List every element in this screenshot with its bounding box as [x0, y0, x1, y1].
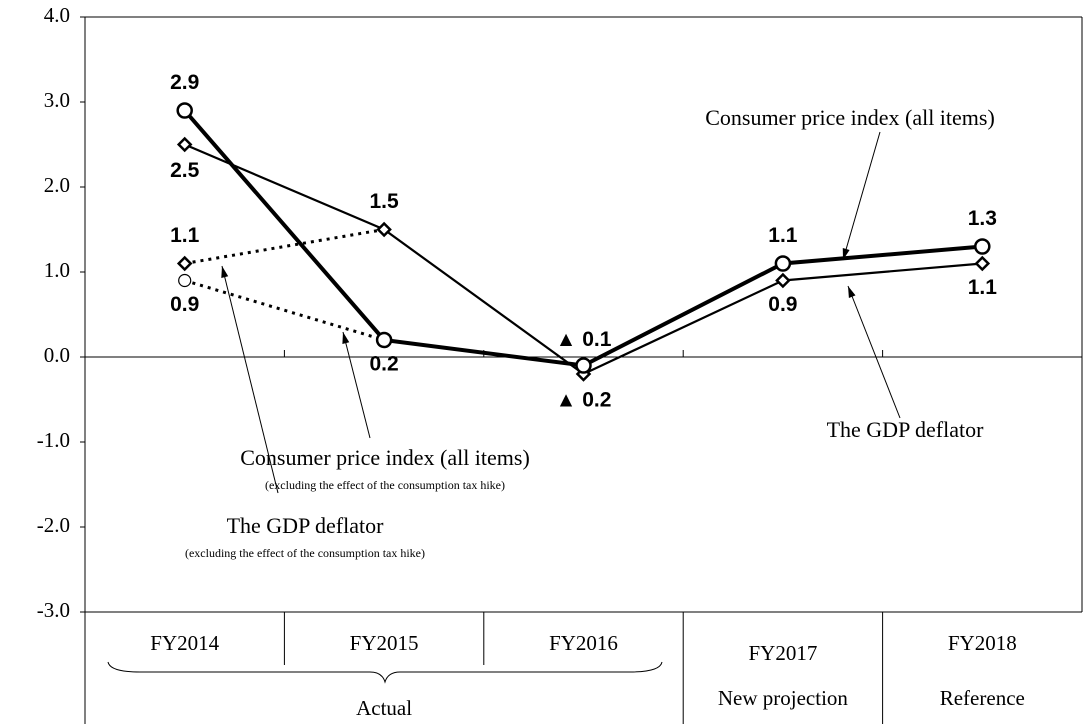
series-note: (excluding the effect of the consumption…: [185, 546, 425, 560]
point-marker: [974, 255, 991, 272]
y-tick-label: 4.0: [44, 3, 70, 27]
y-tick-label: -1.0: [37, 428, 70, 452]
annotation-arrow: [221, 265, 279, 494]
point-marker: [376, 221, 392, 238]
data-label: ▲ 0.1: [556, 328, 612, 351]
series-label: The GDP deflator: [227, 513, 384, 538]
arrow-head: [848, 286, 856, 298]
series-line: [184, 279, 385, 342]
data-label: 0.2: [369, 353, 398, 376]
point-marker: [575, 357, 592, 374]
y-tick-label: -2.0: [37, 513, 70, 537]
y-tick-label: 1.0: [44, 258, 70, 282]
data-label: ▲ 0.2: [556, 389, 612, 412]
x-tick-label: FY2014: [150, 631, 219, 655]
y-tick-label: 3.0: [44, 88, 70, 112]
series-label: Consumer price index (all items): [705, 105, 995, 130]
group-brace: [107, 661, 663, 684]
data-label: 2.9: [170, 71, 199, 94]
series-label: The GDP deflator: [827, 417, 984, 442]
annotation-arrow: [842, 131, 881, 261]
group-label: Actual: [356, 696, 412, 720]
data-label: 1.3: [968, 207, 997, 230]
annotation-arrow: [342, 331, 371, 439]
y-tick-label: 2.0: [44, 173, 70, 197]
data-label: 1.5: [369, 190, 399, 213]
annotation-arrow: [847, 285, 901, 419]
series-note: (excluding the effect of the consumption…: [265, 478, 505, 492]
group-label: Reference: [940, 686, 1025, 710]
point-marker: [775, 272, 791, 289]
data-label: 1.1: [968, 276, 998, 299]
data-label: 1.1: [768, 224, 798, 247]
x-tick-label: FY2017: [748, 641, 817, 665]
data-label: 2.5: [170, 159, 200, 182]
x-tick-label: FY2016: [549, 631, 618, 655]
point-marker: [974, 238, 991, 255]
group-label: New projection: [718, 686, 849, 710]
data-label: 0.9: [768, 293, 797, 316]
point-marker: [375, 331, 393, 349]
point-marker: [176, 255, 193, 272]
data-label: 1.1: [170, 224, 200, 247]
series-line: [184, 228, 385, 265]
point-marker: [176, 136, 193, 153]
arrow-head: [342, 332, 350, 344]
y-tick-label: -3.0: [37, 598, 70, 622]
point-marker: [176, 102, 193, 119]
y-tick-label: 0.0: [44, 343, 70, 367]
arrow-head: [221, 266, 229, 278]
point-marker: [774, 255, 792, 272]
data-label: 0.9: [170, 293, 199, 316]
series-label: Consumer price index (all items): [240, 445, 530, 470]
point-marker: [178, 273, 192, 288]
x-tick-label: FY2018: [948, 631, 1017, 655]
x-tick-label: FY2015: [350, 631, 419, 655]
